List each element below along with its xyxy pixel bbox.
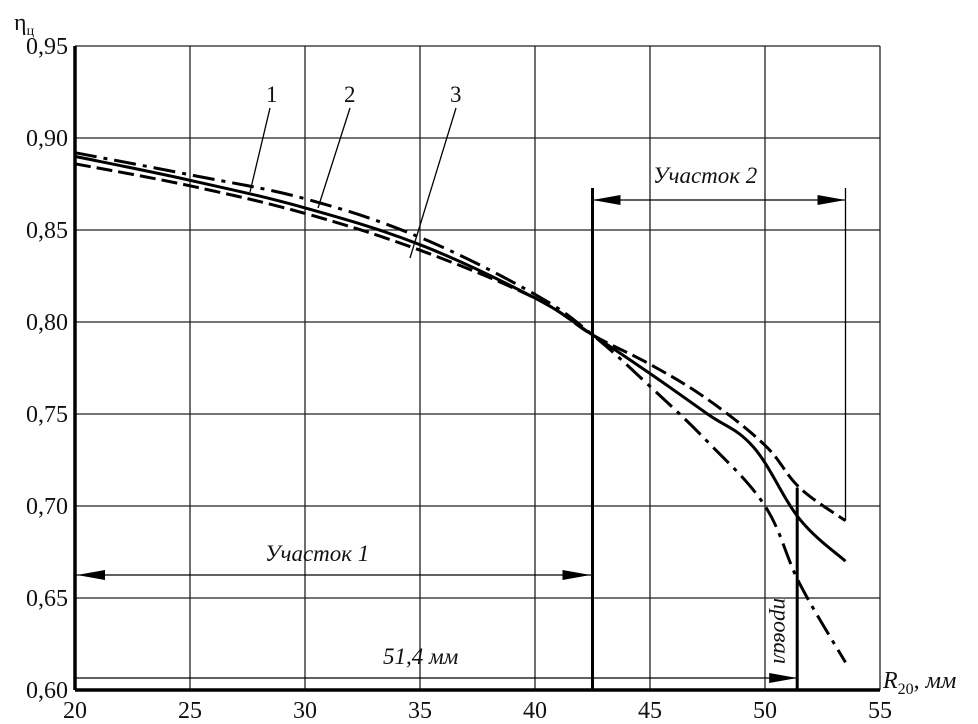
curve-leader-1 bbox=[249, 107, 271, 193]
x-tick-label-4: 40 bbox=[523, 698, 547, 724]
series-line-3 bbox=[74, 154, 847, 563]
section1-label: Участок 1 bbox=[265, 541, 369, 566]
y-tick-label-3: 0,75 bbox=[26, 402, 68, 428]
x-tick-label-6: 50 bbox=[753, 698, 777, 724]
y-tick-label-5: 0,85 bbox=[26, 218, 68, 244]
distance-arrow-right bbox=[769, 673, 798, 683]
tick-labels: 20 25 30 35 40 45 50 55 0,60 0,65 0,70 0,75 0,80 0,85… bbox=[26, 34, 892, 724]
section1-arrow-right bbox=[562, 570, 591, 580]
curve-leader-3 bbox=[409, 107, 457, 259]
y-tick-label-1: 0,65 bbox=[26, 586, 68, 612]
y-tick-label-0: 0,60 bbox=[26, 678, 68, 704]
x-tick-label-0: 20 bbox=[63, 698, 87, 724]
y-tick-label-7: 0,95 bbox=[26, 34, 68, 60]
y-tick-label-6: 0,90 bbox=[26, 126, 68, 152]
x-tick-label-7: 55 bbox=[868, 698, 892, 724]
grid bbox=[74, 45, 881, 691]
x-tick-label-1: 25 bbox=[178, 698, 202, 724]
section2-label: Участок 2 bbox=[653, 163, 757, 188]
y-axis-title: ηц bbox=[14, 10, 35, 39]
axes bbox=[73, 46, 880, 692]
y-tick-label-2: 0,70 bbox=[26, 494, 68, 520]
curve-label-1: 1 bbox=[266, 82, 278, 107]
dip-label: провал bbox=[769, 598, 794, 664]
x-tick-label-2: 30 bbox=[293, 698, 317, 724]
curve-label-3: 3 bbox=[450, 82, 462, 107]
section2-arrow-left bbox=[592, 195, 621, 205]
x-axis-title: R20, мм bbox=[882, 668, 956, 698]
y-tick-label-4: 0,80 bbox=[26, 310, 68, 336]
distance-label: 51,4 мм bbox=[383, 644, 459, 669]
curve-label-2: 2 bbox=[344, 82, 356, 107]
x-axis-title-subscript: 20 bbox=[898, 681, 914, 698]
section1-arrow-left bbox=[77, 570, 105, 580]
y-axis-title-subscript: ц bbox=[27, 24, 35, 39]
data-series bbox=[74, 151, 847, 664]
x-tick-label-3: 35 bbox=[408, 698, 432, 724]
curve-leader-2 bbox=[317, 107, 351, 209]
x-tick-label-5: 45 bbox=[638, 698, 662, 724]
annotations bbox=[75, 107, 847, 690]
section2-arrow-right bbox=[817, 195, 846, 205]
